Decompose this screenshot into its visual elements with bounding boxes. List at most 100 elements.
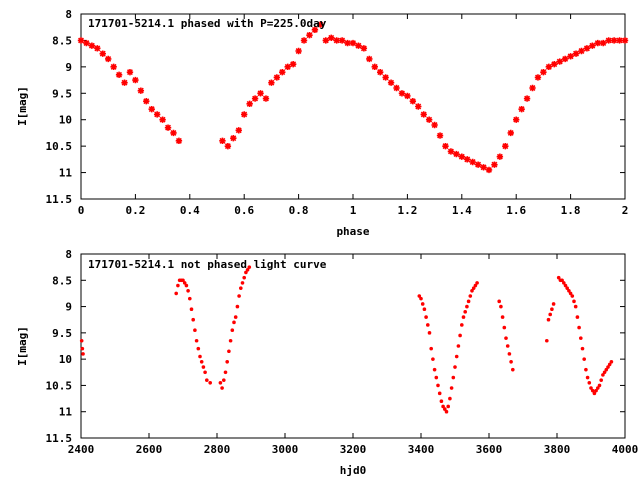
data-point [567, 289, 571, 293]
data-point [434, 375, 439, 380]
data-point [572, 50, 580, 57]
data-point [225, 359, 229, 364]
x-tick-label: 1.6 [506, 204, 526, 217]
data-point [99, 50, 106, 57]
data-point [284, 63, 291, 71]
data-point [244, 270, 248, 275]
data-point [239, 286, 243, 290]
data-point [328, 34, 335, 41]
data-point [235, 127, 242, 134]
data-point [491, 161, 498, 168]
data-point [590, 388, 595, 393]
data-point [419, 296, 423, 301]
data-point [164, 124, 172, 131]
data-point [600, 39, 607, 47]
data-point [404, 92, 411, 100]
x-tick-label: 2400 [68, 443, 95, 456]
data-point [594, 39, 601, 47]
data-point [349, 39, 357, 47]
data-point [599, 378, 603, 382]
plot-frame [80, 253, 626, 439]
data-point [268, 79, 275, 86]
data-point [110, 63, 117, 71]
data-point [502, 142, 509, 150]
data-point [473, 283, 478, 288]
data-point [201, 365, 206, 369]
data-point [317, 21, 324, 28]
data-point [583, 45, 591, 52]
data-point [77, 37, 85, 44]
data-point [242, 275, 246, 280]
data-point [529, 84, 536, 92]
data-point [181, 278, 185, 283]
data-point [456, 344, 461, 348]
y-tick-label: 10 [59, 114, 72, 127]
data-point [453, 150, 460, 158]
data-point [470, 289, 474, 293]
data-point [565, 286, 569, 290]
x-tick-label: 1 [350, 204, 357, 217]
data-point [502, 325, 507, 330]
data-point [441, 404, 445, 409]
data-point [573, 304, 578, 309]
data-point [545, 338, 549, 343]
data-point [196, 346, 201, 351]
data-point [233, 315, 238, 319]
data-point [237, 294, 241, 298]
data-point [562, 281, 566, 285]
x-tick-label: 2600 [136, 443, 163, 456]
data-point [422, 307, 427, 312]
data-point [507, 129, 514, 137]
data-point [610, 37, 618, 44]
data-point [174, 291, 178, 296]
data-point [500, 315, 505, 319]
data-point [80, 346, 85, 351]
data-point [451, 375, 456, 380]
data-point [572, 299, 576, 304]
data-point [551, 302, 556, 306]
data-point [424, 315, 428, 319]
y-tick-label: 8.5 [52, 274, 72, 287]
data-point [199, 359, 204, 364]
data-point [442, 142, 449, 150]
data-point [443, 407, 447, 411]
data-point [578, 47, 585, 55]
data-point [338, 37, 346, 44]
data-point [609, 359, 614, 364]
data-point [415, 103, 422, 110]
x-tick-label: 2800 [204, 443, 231, 456]
data-point [454, 354, 459, 359]
data-point [507, 352, 512, 356]
data-point [458, 153, 465, 160]
data-point [426, 323, 430, 327]
y-tick-label: 11.5 [46, 193, 73, 206]
x-tick-label: 1.2 [397, 204, 417, 217]
x-tick-label: 1.4 [452, 204, 472, 217]
data-point [461, 315, 466, 319]
data-point [203, 370, 207, 375]
data-point [273, 74, 281, 81]
data-point [360, 45, 368, 52]
data-point [148, 105, 155, 113]
data-point [79, 338, 84, 343]
data-point [475, 281, 479, 285]
data-point [621, 37, 629, 44]
data-point [607, 362, 612, 367]
data-point [431, 357, 435, 361]
data-point [295, 47, 302, 55]
data-point [311, 26, 319, 34]
data-point [289, 61, 297, 68]
data-point [556, 275, 561, 280]
data-point [355, 42, 362, 49]
data-point [105, 55, 112, 63]
data-point [186, 289, 190, 293]
data-point [425, 116, 433, 123]
data-point [176, 283, 180, 288]
data-point [132, 76, 139, 84]
x-tick-label: 0.4 [180, 204, 200, 217]
x-tick-label: 4000 [612, 443, 639, 456]
x-tick-label: 0.8 [289, 204, 309, 217]
data-point [582, 357, 586, 361]
data-point [222, 378, 226, 382]
y-tick-label: 8.5 [52, 34, 72, 47]
